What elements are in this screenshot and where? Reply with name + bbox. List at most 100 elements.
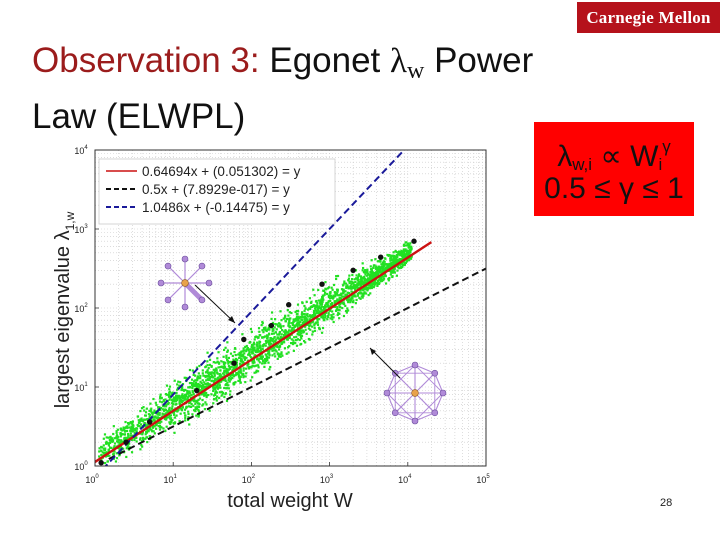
scatter-point xyxy=(214,393,217,396)
scatter-point xyxy=(193,374,197,377)
scatter-point xyxy=(362,283,365,286)
scatter-point xyxy=(265,341,268,345)
scatter-point xyxy=(255,350,258,354)
scatter-point xyxy=(392,254,395,257)
scatter-point xyxy=(212,388,215,391)
scatter-point xyxy=(238,362,242,365)
scatter-point xyxy=(201,369,204,372)
legend-label-1: 0.64694x + (0.051302) = y xyxy=(142,164,301,179)
scatter-point xyxy=(361,266,365,270)
scatter-point xyxy=(187,391,191,394)
scatter-point xyxy=(278,330,282,334)
scatter-point xyxy=(157,417,160,420)
scatter-point xyxy=(405,260,409,263)
scatter-point xyxy=(405,241,408,244)
scatter-point xyxy=(384,263,387,266)
scatter-point xyxy=(149,435,152,438)
scatter-point xyxy=(232,382,235,385)
clique-node xyxy=(411,361,419,369)
scatter-point xyxy=(115,431,118,434)
scatter-point xyxy=(296,309,300,313)
scatter-point xyxy=(324,291,327,294)
scatter-point xyxy=(315,311,318,314)
scatter-point xyxy=(354,295,357,298)
scatter-point xyxy=(276,344,279,347)
scatter-point xyxy=(220,394,223,397)
median-point xyxy=(286,302,292,308)
scatter-point xyxy=(248,354,252,357)
star-node xyxy=(198,296,206,304)
scatter-point xyxy=(138,438,142,441)
scatter-point xyxy=(131,423,134,426)
scatter-point xyxy=(246,364,249,367)
scatter-point xyxy=(315,321,318,324)
scatter-point xyxy=(131,421,134,424)
scatter-point xyxy=(313,307,317,310)
scatter-point xyxy=(188,368,192,372)
scatter-point xyxy=(165,384,169,387)
scatter-point xyxy=(268,328,271,331)
binned-medians xyxy=(98,238,417,466)
scatter-point xyxy=(207,371,210,374)
scatter-point xyxy=(196,375,200,378)
scatter-point xyxy=(219,386,222,389)
title-lambda-subscript: w xyxy=(407,58,425,84)
scatter-point xyxy=(369,275,372,279)
scatter-point xyxy=(127,436,130,439)
clique-arrowhead xyxy=(370,348,376,355)
scatter-point xyxy=(157,421,160,424)
scatter-point xyxy=(139,423,143,426)
scatter-point xyxy=(177,408,180,412)
scatter-point xyxy=(125,455,128,459)
scatter-point xyxy=(239,367,242,370)
scatter-point xyxy=(392,263,395,266)
scatter-point xyxy=(326,292,329,296)
scatter-point xyxy=(310,314,313,317)
scatter-point xyxy=(120,439,123,442)
scatter-point xyxy=(224,392,227,396)
scatter-point xyxy=(177,380,180,383)
scatter-point xyxy=(217,382,220,385)
scatter-point xyxy=(104,447,107,450)
scatter-point xyxy=(197,408,200,412)
scatter-point xyxy=(210,374,214,377)
scatter-point xyxy=(185,377,188,380)
scatter-point xyxy=(125,437,128,440)
scatter-point xyxy=(220,375,223,378)
scatter-point xyxy=(259,348,262,351)
scatter-point xyxy=(181,406,184,409)
scatter-point xyxy=(174,400,178,403)
scatter-point xyxy=(253,338,256,341)
scatter-point xyxy=(324,315,327,318)
scatter-point xyxy=(107,436,110,439)
scatter-point xyxy=(116,428,119,431)
scatter-point xyxy=(179,407,183,410)
scatter-point xyxy=(320,302,323,305)
scatter-point xyxy=(144,437,147,440)
scatter-point xyxy=(376,260,380,263)
scatter-point xyxy=(283,334,286,337)
scatter-point xyxy=(298,338,301,342)
median-point xyxy=(411,238,417,244)
scatter-point xyxy=(370,282,373,285)
y-axis-label: largest eigenvalue λ1,w xyxy=(52,211,77,408)
scatter-point xyxy=(372,266,375,269)
scatter-point xyxy=(380,279,384,283)
scatter-point xyxy=(176,398,179,401)
scatter-point xyxy=(192,373,195,376)
scatter-point xyxy=(348,291,351,295)
scatter-point xyxy=(286,331,289,334)
scatter-point xyxy=(325,302,328,305)
scatter-point xyxy=(348,298,351,301)
scatter-point xyxy=(272,328,275,331)
star-node xyxy=(205,279,213,287)
scatter-point xyxy=(226,341,229,344)
scatter-point xyxy=(131,426,134,429)
scatter-point xyxy=(361,283,364,286)
scatter-point xyxy=(330,296,334,299)
scatter-point xyxy=(127,434,130,437)
scatter-point xyxy=(265,337,269,340)
scatter-point xyxy=(135,430,138,433)
scatter-point xyxy=(303,312,306,316)
scatter-point xyxy=(309,328,312,331)
